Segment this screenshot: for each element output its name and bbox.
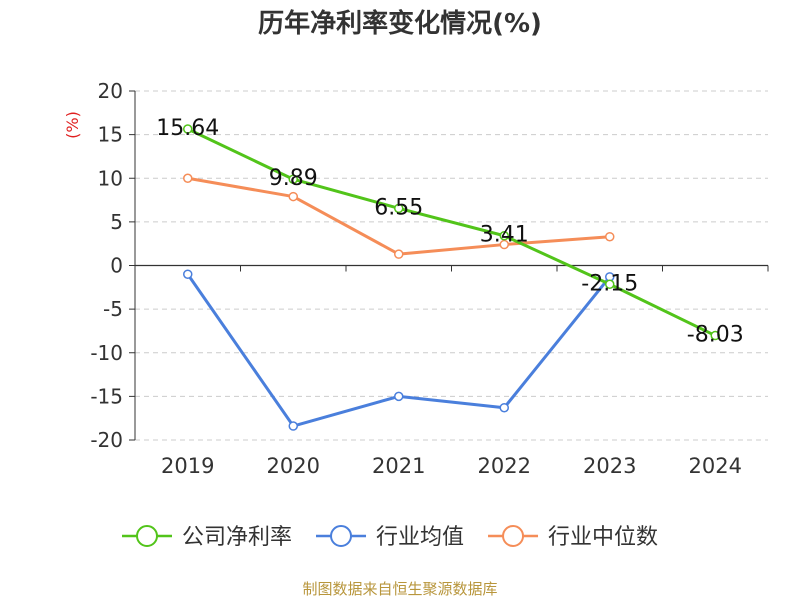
x-tick-label: 2021	[372, 454, 425, 478]
data-point	[394, 203, 404, 214]
y-axis-unit: (%)	[63, 111, 82, 139]
y-tick-label: 5	[110, 210, 123, 234]
data-label: 3.41	[480, 223, 529, 248]
y-tick-label: 15	[98, 123, 123, 147]
y-tick-label: -5	[103, 297, 123, 321]
data-point	[499, 402, 509, 413]
data-point	[710, 330, 720, 341]
y-tick-label: -20	[90, 428, 123, 452]
series-line	[186, 273, 611, 428]
x-tick-label: 2019	[161, 454, 214, 478]
legend-marker	[136, 525, 158, 547]
data-label: 15.64	[156, 116, 219, 141]
x-tick-label: 2022	[478, 454, 531, 478]
y-tick-label: 20	[98, 79, 123, 103]
data-point	[183, 269, 193, 279]
legend: 公司净利率 行业均值 行业中位数	[122, 525, 658, 550]
data-point	[605, 279, 615, 290]
y-tick-label: -15	[90, 384, 123, 408]
legend-marker	[330, 525, 353, 547]
series-line	[187, 127, 716, 337]
data-label: 6.55	[374, 195, 423, 220]
source-footer: 制图数据来自恒生聚源数据库	[302, 580, 497, 598]
data-point	[499, 239, 509, 250]
x-tick-label: 2023	[583, 454, 636, 478]
data-point	[499, 230, 509, 241]
data-label: -8.03	[687, 323, 744, 348]
legend-label: 行业中位数	[548, 525, 658, 550]
chart-title: 历年净利率变化情况(%)	[258, 8, 542, 39]
y-tick-label: 0	[110, 254, 123, 278]
x-tick-label: 2024	[689, 454, 742, 478]
data-point	[605, 231, 615, 242]
y-tick-label: -10	[90, 341, 123, 365]
data-label: -2.15	[581, 271, 638, 296]
data-point	[288, 191, 298, 202]
legend-marker	[502, 525, 525, 547]
data-point	[288, 421, 298, 431]
data-label: 9.89	[269, 166, 318, 191]
legend-label: 行业均值	[376, 525, 464, 550]
y-tick-label: 10	[98, 166, 123, 190]
data-labels: 15.64 9.89 6.55 3.41 -2.15 -8.03	[156, 116, 743, 348]
series-layer	[183, 124, 720, 431]
data-point	[183, 124, 193, 134]
x-tick-label: 2020	[267, 454, 320, 478]
axes: 20 15 10 5 0 -5 -10 -15 -20 2019 2020 2021 2022 2023 2…	[90, 79, 769, 478]
data-point	[183, 173, 193, 183]
legend-label: 公司净利率	[182, 525, 292, 550]
data-point	[288, 174, 298, 184]
data-point	[394, 391, 404, 402]
data-point	[394, 249, 404, 259]
